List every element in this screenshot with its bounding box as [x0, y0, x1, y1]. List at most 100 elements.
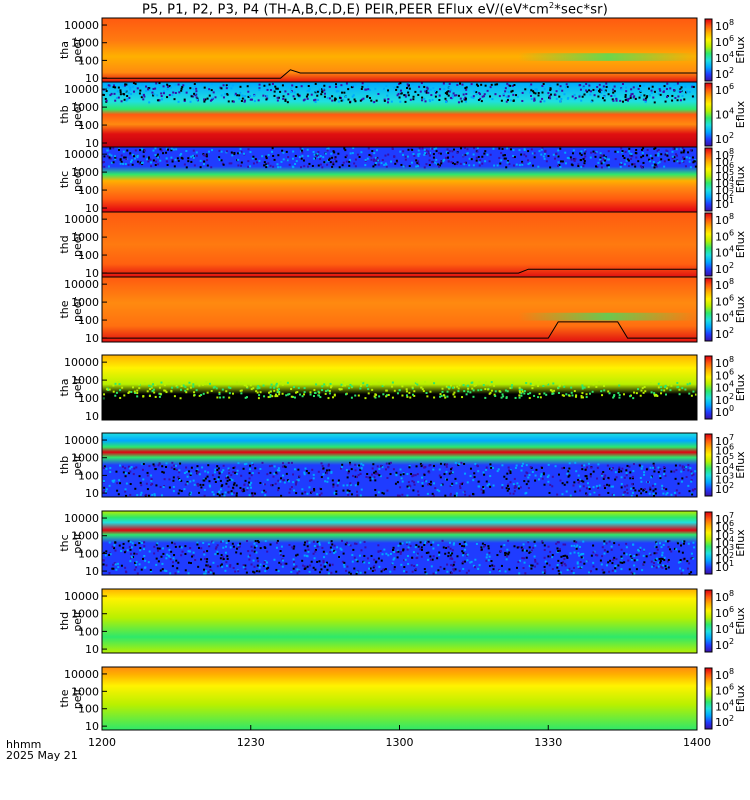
- colorbar-label: Eflux: [734, 607, 747, 635]
- spectrogram-tha-peer: [102, 18, 697, 82]
- colorbar-tick: 100: [715, 404, 734, 419]
- panel-label: thb: [58, 105, 71, 123]
- panel-label: peir: [71, 532, 84, 554]
- panel-label: peir: [71, 610, 84, 632]
- y-tick-label: 10: [85, 487, 99, 500]
- y-tick-label: 10: [85, 72, 99, 85]
- y-tick-label: 10: [85, 565, 99, 578]
- panel-thc-peir: 10 100 1000 10000 thc peir 1071061051041031021…: [58, 510, 747, 578]
- colorbar: [704, 277, 713, 342]
- colorbar-tick: 106: [715, 519, 734, 534]
- colorbar-tick: 104: [715, 621, 734, 636]
- spectrogram-thc-peer: [102, 147, 697, 212]
- colorbar-tick: 103: [715, 182, 734, 197]
- colorbar-tick: 104: [715, 175, 734, 190]
- y-tick-label: 100: [78, 184, 99, 197]
- y-tick-label: 100: [78, 54, 99, 67]
- colorbar-tick: 104: [715, 535, 734, 550]
- colorbar-label: Eflux: [734, 36, 747, 64]
- y-tick-label: 100: [78, 703, 99, 716]
- spectrogram-the-peer: [102, 277, 697, 342]
- y-tick-label: 1000: [71, 166, 99, 179]
- time-axis-label: hhmm: [6, 738, 42, 751]
- y-tick-label: 100: [78, 625, 99, 638]
- spectrogram-thd-peir: [102, 589, 697, 653]
- y-tick-label: 10000: [64, 356, 99, 369]
- y-tick-label: 100: [78, 119, 99, 132]
- colorbar-tick: 107: [715, 511, 734, 526]
- y-tick-label: 1000: [71, 530, 99, 543]
- colorbar-tick: 106: [715, 293, 734, 308]
- colorbar-label: Eflux: [734, 373, 747, 401]
- colorbar-tick: 106: [715, 605, 734, 620]
- panel-label: tha: [58, 41, 71, 59]
- panel-label: peer: [71, 297, 84, 323]
- panel-label: thd: [58, 235, 71, 253]
- colorbar-tick: 102: [715, 392, 734, 407]
- colorbar-tick: 104: [715, 50, 734, 65]
- colorbar-tick: 101: [715, 559, 734, 574]
- trace-line: [102, 321, 697, 339]
- colorbar-tick: 102: [715, 481, 734, 496]
- y-tick-label: 10: [85, 643, 99, 656]
- colorbar-tick: 105: [715, 452, 734, 467]
- panel-label: peir: [71, 376, 84, 398]
- spectrogram-thd-peer: [102, 212, 697, 277]
- colorbar-tick: 106: [715, 161, 734, 176]
- spectrogram-thb-peer: [102, 82, 697, 147]
- colorbar: [704, 147, 713, 212]
- colorbar: [704, 18, 713, 82]
- colorbar: [704, 667, 713, 730]
- y-tick-label: 10: [85, 137, 99, 150]
- y-tick-label: 1000: [71, 231, 99, 244]
- colorbar-label: Eflux: [734, 684, 747, 712]
- colorbar-label: Eflux: [734, 295, 747, 323]
- colorbar: [704, 82, 713, 147]
- colorbar-tick: 106: [715, 34, 734, 49]
- panel-label: peir: [71, 687, 84, 709]
- colorbar-tick: 107: [715, 433, 734, 448]
- y-tick-label: 10000: [64, 590, 99, 603]
- y-tick-label: 100: [78, 469, 99, 482]
- y-tick-label: 1000: [71, 374, 99, 387]
- y-tick-label: 10000: [64, 512, 99, 525]
- colorbar-label: Eflux: [734, 165, 747, 193]
- x-tick-label: 1300: [386, 736, 414, 749]
- colorbar-tick: 106: [715, 367, 734, 382]
- colorbar-tick: 106: [715, 82, 734, 97]
- y-tick-label: 10000: [64, 19, 99, 32]
- y-tick-label: 10000: [64, 434, 99, 447]
- panel-label: the: [58, 689, 71, 707]
- colorbar-tick: 104: [715, 107, 734, 122]
- colorbar-tick: 103: [715, 543, 734, 558]
- colorbar-tick: 108: [715, 212, 734, 227]
- colorbar: [704, 589, 713, 653]
- colorbar-tick: 103: [715, 471, 734, 486]
- y-tick-label: 1000: [71, 101, 99, 114]
- colorbar-tick: 102: [715, 131, 734, 146]
- colorbar-tick: 104: [715, 462, 734, 477]
- chart-title: P5, P1, P2, P3, P4 (TH-A,B,C,D,E) PEIR,P…: [142, 1, 608, 18]
- colorbar-tick: 105: [715, 168, 734, 183]
- panel-thc-peer: 10 100 1000 10000 thc peer 1081071061051041031…: [58, 146, 747, 215]
- colorbar-tick: 102: [715, 551, 734, 566]
- x-tick-label: 1330: [534, 736, 562, 749]
- colorbar-tick: 104: [715, 310, 734, 325]
- colorbar: [704, 212, 713, 277]
- panel-label: thd: [58, 612, 71, 630]
- colorbar-tick: 104: [715, 245, 734, 260]
- colorbar-tick: 107: [715, 154, 734, 169]
- x-tick-label: 1230: [237, 736, 265, 749]
- colorbar-tick: 106: [715, 683, 734, 698]
- colorbar-tick: 108: [715, 589, 734, 604]
- colorbar-tick: 102: [715, 66, 734, 81]
- panel-label: thc: [58, 171, 71, 188]
- y-tick-label: 1000: [71, 608, 99, 621]
- x-tick-label: 1200: [88, 736, 116, 749]
- y-tick-label: 10: [85, 720, 99, 733]
- colorbar-tick: 102: [715, 261, 734, 276]
- panel-label: peir: [71, 454, 84, 476]
- y-tick-label: 10000: [64, 213, 99, 226]
